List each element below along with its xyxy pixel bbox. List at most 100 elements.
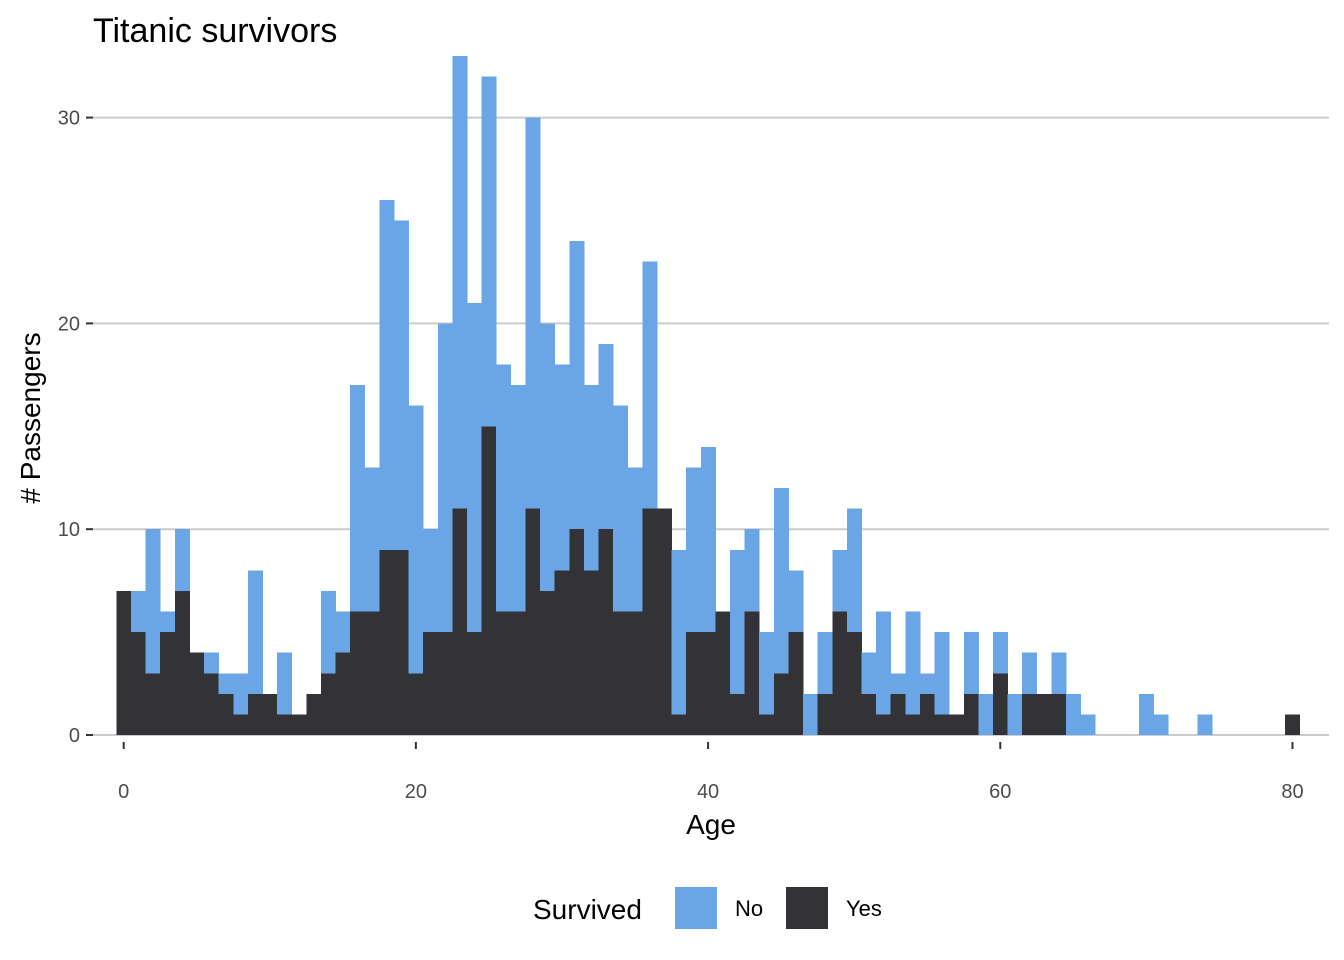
bar-yes bbox=[496, 611, 512, 735]
bar-yes bbox=[423, 632, 439, 735]
bar-no bbox=[773, 488, 789, 674]
bar-yes bbox=[247, 693, 263, 735]
bar-yes bbox=[174, 590, 190, 735]
bar-yes bbox=[598, 529, 614, 735]
bar-yes bbox=[876, 714, 892, 735]
bar-no bbox=[978, 693, 994, 735]
bar-no bbox=[1007, 693, 1023, 735]
x-tick-label: 40 bbox=[697, 781, 719, 803]
bar-no bbox=[423, 529, 439, 633]
bar-yes bbox=[832, 611, 848, 735]
bar-yes bbox=[613, 611, 629, 735]
bar-no bbox=[905, 611, 921, 715]
bar-yes bbox=[393, 549, 409, 735]
bar-no bbox=[861, 652, 877, 694]
bar-yes bbox=[306, 693, 322, 735]
bar-no bbox=[919, 673, 935, 694]
bar-no bbox=[729, 549, 746, 694]
bar-no bbox=[788, 570, 804, 633]
bar-yes bbox=[949, 714, 965, 735]
legend-title: Survived bbox=[533, 894, 642, 925]
legend-key-yes bbox=[786, 887, 828, 929]
bar-yes bbox=[890, 693, 906, 735]
bar-no bbox=[832, 549, 848, 612]
bar-yes bbox=[671, 714, 687, 735]
bar-yes bbox=[642, 508, 658, 735]
bar-yes bbox=[218, 693, 234, 735]
bar-yes bbox=[686, 632, 702, 735]
legend-key-no bbox=[675, 887, 717, 929]
bar-no bbox=[876, 611, 892, 715]
bar-no bbox=[218, 673, 234, 694]
bar-no bbox=[145, 529, 161, 674]
bar-yes bbox=[773, 673, 789, 735]
bar-yes bbox=[262, 693, 278, 735]
legend: Survived No Yes bbox=[533, 887, 882, 929]
bar-no bbox=[642, 261, 658, 509]
bar-no bbox=[379, 199, 395, 550]
bar-no bbox=[992, 632, 1008, 674]
x-tick-label: 0 bbox=[118, 781, 129, 803]
bar-yes bbox=[1285, 714, 1301, 735]
bar-no bbox=[671, 549, 687, 715]
bar-yes bbox=[846, 632, 862, 735]
bar-no bbox=[1022, 652, 1038, 694]
bar-no bbox=[540, 323, 556, 591]
bar-no bbox=[598, 343, 614, 530]
bar-no bbox=[890, 673, 906, 694]
bar-yes bbox=[277, 714, 293, 735]
bar-yes bbox=[335, 652, 351, 735]
bar-no bbox=[204, 652, 220, 674]
bar-yes bbox=[715, 611, 731, 735]
bar-yes bbox=[759, 714, 775, 735]
bar-no bbox=[1066, 693, 1082, 735]
bar-yes bbox=[656, 508, 672, 735]
bar-yes bbox=[320, 673, 336, 735]
y-tick-label: 0 bbox=[69, 725, 80, 747]
bar-no bbox=[803, 693, 819, 735]
bar-yes bbox=[437, 632, 453, 735]
bar-yes bbox=[963, 693, 979, 735]
bar-no bbox=[452, 55, 468, 509]
x-axis: 0 20 40 60 80 bbox=[118, 742, 1304, 803]
bar-yes bbox=[291, 714, 307, 735]
bar-yes bbox=[934, 714, 950, 735]
bar-yes bbox=[905, 714, 921, 735]
bar-no bbox=[700, 446, 716, 633]
chart-title: Titanic survivors bbox=[93, 12, 337, 50]
bar-yes bbox=[583, 570, 599, 735]
x-tick-label: 60 bbox=[989, 781, 1011, 803]
bar-no bbox=[320, 590, 336, 674]
bar-yes bbox=[233, 714, 249, 735]
legend-label-yes: Yes bbox=[846, 896, 882, 921]
bar-yes bbox=[204, 673, 220, 735]
bar-no bbox=[233, 673, 249, 715]
bar-no bbox=[1153, 714, 1169, 735]
bar-yes bbox=[919, 693, 935, 735]
y-tick-label: 30 bbox=[58, 108, 80, 130]
bar-yes bbox=[627, 611, 643, 735]
bar-yes bbox=[145, 673, 161, 735]
bar-yes bbox=[160, 632, 176, 735]
y-tick-label: 10 bbox=[58, 519, 80, 541]
bar-no bbox=[393, 220, 409, 550]
bar-no bbox=[759, 632, 775, 715]
legend-label-no: No bbox=[735, 896, 763, 921]
bar-no bbox=[467, 302, 483, 633]
bar-yes bbox=[992, 673, 1008, 735]
bar-yes bbox=[817, 693, 833, 735]
y-axis-title: # Passengers bbox=[15, 332, 46, 503]
bar-no bbox=[481, 76, 497, 427]
bar-no bbox=[686, 467, 702, 633]
bar-no bbox=[437, 323, 453, 633]
bar-no bbox=[130, 590, 146, 633]
bar-yes bbox=[452, 508, 468, 735]
bar-no bbox=[1197, 714, 1213, 735]
bar-no bbox=[364, 467, 380, 612]
bar-no bbox=[525, 117, 541, 509]
bar-yes bbox=[408, 673, 424, 735]
bar-no bbox=[744, 529, 760, 612]
bar-yes bbox=[379, 549, 395, 735]
bar-yes bbox=[350, 611, 366, 735]
bar-yes bbox=[525, 508, 541, 735]
